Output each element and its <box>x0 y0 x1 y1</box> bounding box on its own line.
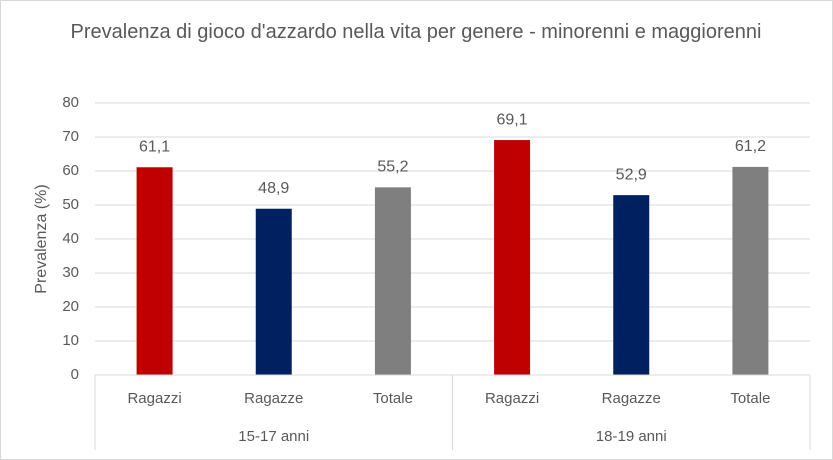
x-tick-label: Ragazzi <box>485 390 539 407</box>
y-tick-label: 10 <box>62 332 79 349</box>
y-tick-label: 80 <box>62 94 79 111</box>
x-tick-label: Totale <box>373 390 413 407</box>
y-axis-label: Prevalenza (%) <box>33 184 50 293</box>
y-tick-label: 60 <box>62 162 79 179</box>
y-tick-label: 70 <box>62 128 79 145</box>
y-tick-label: 20 <box>62 298 79 315</box>
bar <box>494 140 531 375</box>
y-tick-label: 0 <box>71 366 79 383</box>
value-label: 55,2 <box>377 159 408 176</box>
bar <box>374 187 411 375</box>
value-label: 69,1 <box>497 111 528 128</box>
bar <box>255 208 292 375</box>
group-label: 15-17 anni <box>238 428 309 445</box>
y-tick-label: 30 <box>62 264 79 281</box>
y-tick-label: 50 <box>62 196 79 213</box>
x-tick-label: Totale <box>730 390 770 407</box>
bar <box>136 167 173 375</box>
bar <box>613 195 650 375</box>
chart-title: Prevalenza di gioco d'azzardo nella vita… <box>70 21 762 43</box>
group-label: 18-19 anni <box>596 428 667 445</box>
x-tick-label: Ragazze <box>602 390 661 407</box>
value-label: 52,9 <box>616 166 647 183</box>
value-label: 61,1 <box>139 138 170 155</box>
value-label: 61,2 <box>735 138 766 155</box>
x-tick-label: Ragazze <box>244 390 303 407</box>
value-label: 48,9 <box>258 180 289 197</box>
x-tick-label: Ragazzi <box>127 390 181 407</box>
bar <box>732 166 769 375</box>
y-tick-label: 40 <box>62 230 79 247</box>
